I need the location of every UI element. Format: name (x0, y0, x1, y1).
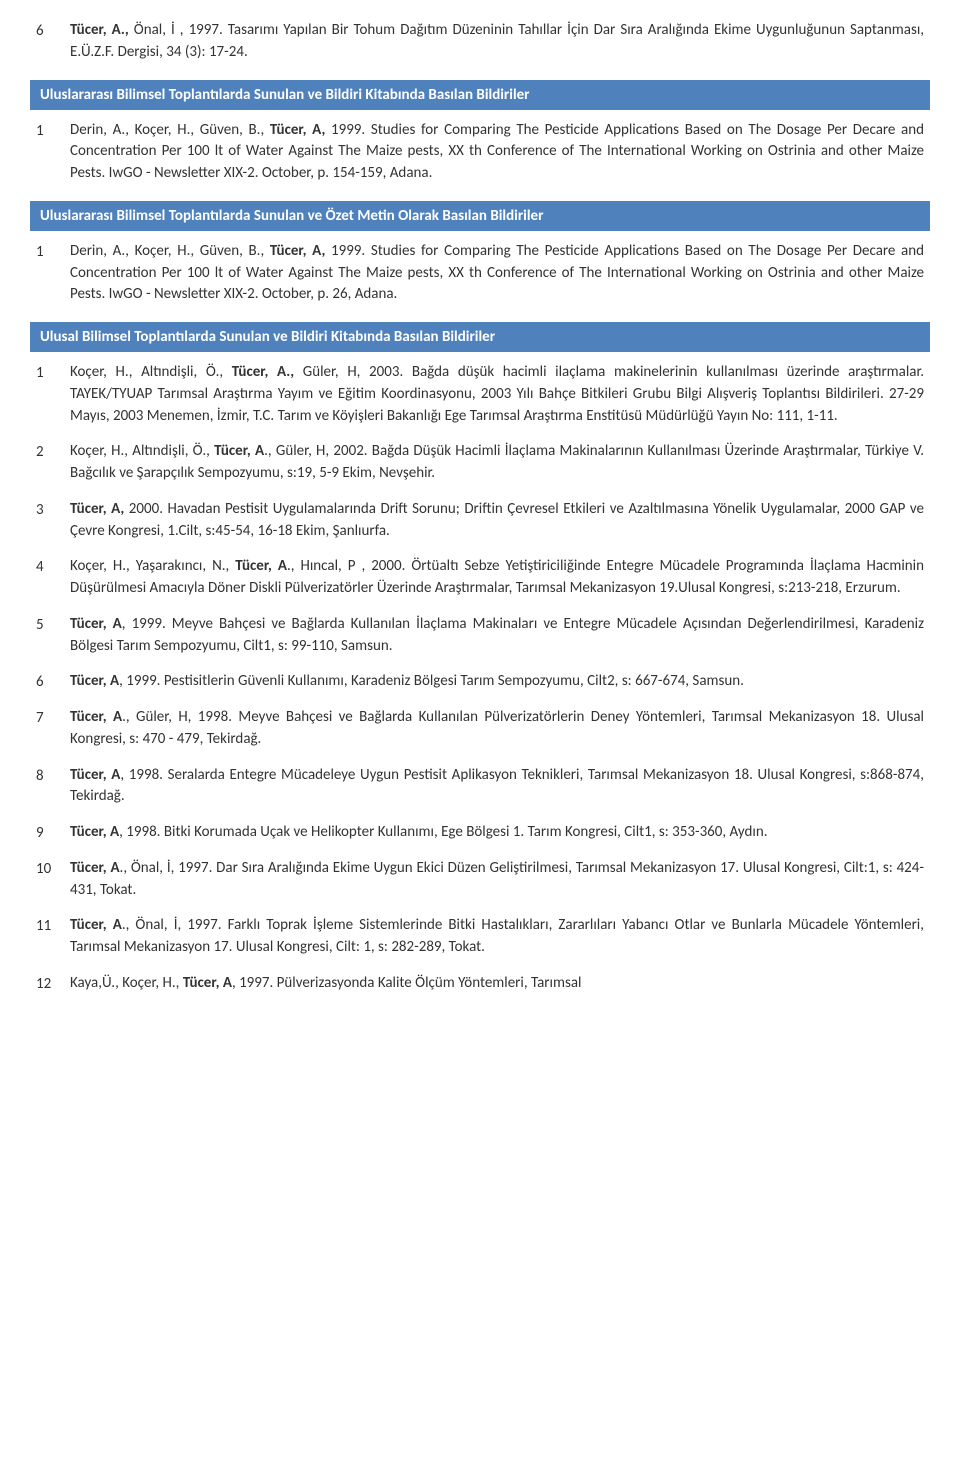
entry-text: Koçer, H., Yaşarakıncı, N., Tücer, A., H… (70, 556, 930, 600)
publication-entry: 1Derin, A., Koçer, H., Güven, B., Tücer,… (30, 120, 930, 185)
entry-text: Tücer, A, 1999. Pestisitlerin Güvenli Ku… (70, 671, 930, 693)
publication-entry: 10Tücer, A., Önal, İ, 1997. Dar Sıra Ara… (30, 858, 930, 902)
publication-entry: 8Tücer, A, 1998. Seralarda Entegre Mücad… (30, 765, 930, 809)
entry-number: 6 (30, 20, 70, 40)
entry-text: Tücer, A., Önal, İ, 1997. Dar Sıra Aralı… (70, 858, 930, 902)
entry-text: Tücer, A, 2000. Havadan Pestisit Uygulam… (70, 499, 930, 543)
publication-entry: 5Tücer, A, 1999. Meyve Bahçesi ve Bağlar… (30, 614, 930, 658)
publication-entry: 11Tücer, A., Önal, İ, 1997. Farklı Topra… (30, 915, 930, 959)
entry-text: Tücer, A., Güler, H, 1998. Meyve Bahçesi… (70, 707, 930, 751)
entry-number: 9 (30, 822, 70, 842)
publication-entry: 3Tücer, A, 2000. Havadan Pestisit Uygula… (30, 499, 930, 543)
entry-number: 4 (30, 556, 70, 576)
entry-number: 11 (30, 915, 70, 935)
publication-entry: 9Tücer, A, 1998. Bitki Korumada Uçak ve … (30, 822, 930, 844)
publication-entry: 1Koçer, H., Altındişli, Ö., Tücer, A., G… (30, 362, 930, 427)
entry-text: Koçer, H., Altındişli, Ö., Tücer, A., Gü… (70, 362, 930, 427)
entry-number: 10 (30, 858, 70, 878)
entry-number: 12 (30, 973, 70, 993)
entry-text: Derin, A., Koçer, H., Güven, B., Tücer, … (70, 120, 930, 185)
publication-entry: 7Tücer, A., Güler, H, 1998. Meyve Bahçes… (30, 707, 930, 751)
entry-number: 7 (30, 707, 70, 727)
publication-entry: 6Tücer, A., Önal, İ , 1997. Tasarımı Yap… (30, 20, 930, 64)
entry-text: Tücer, A, 1998. Bitki Korumada Uçak ve H… (70, 822, 930, 844)
entry-text: Koçer, H., Altındişli, Ö., Tücer, A., Gü… (70, 441, 930, 485)
publication-entry: 2Koçer, H., Altındişli, Ö., Tücer, A., G… (30, 441, 930, 485)
publication-entry: 4Koçer, H., Yaşarakıncı, N., Tücer, A., … (30, 556, 930, 600)
entry-number: 1 (30, 362, 70, 382)
entry-text: Derin, A., Koçer, H., Güven, B., Tücer, … (70, 241, 930, 306)
entry-number: 6 (30, 671, 70, 691)
publication-entry: 12Kaya,Ü., Koçer, H., Tücer, A, 1997. Pü… (30, 973, 930, 995)
entry-text: Tücer, A., Önal, İ, 1997. Farklı Toprak … (70, 915, 930, 959)
section-header: Ulusal Bilimsel Toplantılarda Sunulan ve… (30, 322, 930, 352)
entry-text: Tücer, A, 1999. Meyve Bahçesi ve Bağlard… (70, 614, 930, 658)
publication-entry: 1Derin, A., Koçer, H., Güven, B., Tücer,… (30, 241, 930, 306)
entry-number: 8 (30, 765, 70, 785)
entry-text: Kaya,Ü., Koçer, H., Tücer, A, 1997. Pülv… (70, 973, 930, 995)
section-header: Uluslararası Bilimsel Toplantılarda Sunu… (30, 201, 930, 231)
entry-number: 5 (30, 614, 70, 634)
section-header: Uluslararası Bilimsel Toplantılarda Sunu… (30, 80, 930, 110)
entry-number: 1 (30, 120, 70, 140)
entry-number: 1 (30, 241, 70, 261)
publication-entry: 6Tücer, A, 1999. Pestisitlerin Güvenli K… (30, 671, 930, 693)
entry-text: Tücer, A., Önal, İ , 1997. Tasarımı Yapı… (70, 20, 930, 64)
entry-number: 3 (30, 499, 70, 519)
entry-text: Tücer, A, 1998. Seralarda Entegre Mücade… (70, 765, 930, 809)
entry-number: 2 (30, 441, 70, 461)
